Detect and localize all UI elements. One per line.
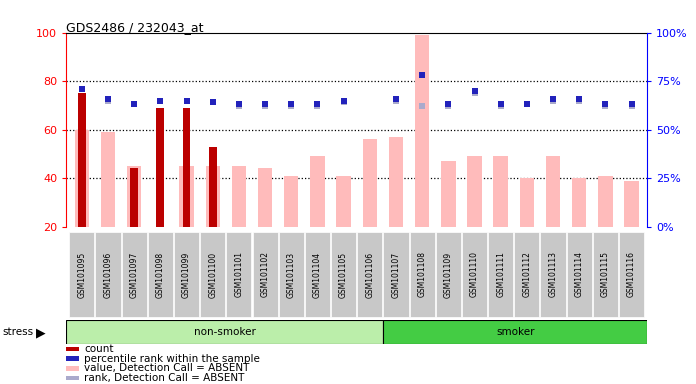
Text: GSM101099: GSM101099 [182, 252, 191, 298]
Text: GSM101109: GSM101109 [444, 252, 453, 298]
Text: non-smoker: non-smoker [193, 327, 255, 337]
FancyBboxPatch shape [148, 232, 173, 317]
Bar [520, 178, 534, 227]
FancyBboxPatch shape [436, 232, 461, 317]
FancyBboxPatch shape [383, 232, 409, 317]
Bar [74, 130, 89, 227]
FancyBboxPatch shape [409, 232, 435, 317]
FancyBboxPatch shape [619, 232, 644, 317]
Text: GSM101105: GSM101105 [339, 252, 348, 298]
Text: GSM101112: GSM101112 [523, 252, 531, 297]
Text: GSM101097: GSM101097 [129, 252, 139, 298]
FancyBboxPatch shape [70, 232, 95, 317]
Bar [127, 166, 141, 227]
Bar [209, 147, 216, 227]
Text: rank, Detection Call = ABSENT: rank, Detection Call = ABSENT [84, 373, 244, 383]
Bar [336, 175, 351, 227]
FancyBboxPatch shape [174, 232, 199, 317]
FancyBboxPatch shape [383, 320, 647, 344]
Bar [572, 178, 587, 227]
FancyBboxPatch shape [541, 232, 566, 317]
Text: stress: stress [2, 327, 33, 337]
Text: count: count [84, 344, 113, 354]
FancyBboxPatch shape [278, 232, 304, 317]
FancyBboxPatch shape [488, 232, 513, 317]
Text: GSM101098: GSM101098 [156, 252, 165, 298]
Bar [546, 156, 560, 227]
Bar [467, 156, 482, 227]
Text: GSM101114: GSM101114 [575, 252, 584, 298]
Text: ▶: ▶ [36, 326, 46, 339]
Text: GSM101106: GSM101106 [365, 252, 374, 298]
Text: GSM101104: GSM101104 [313, 252, 322, 298]
Bar [232, 166, 246, 227]
FancyBboxPatch shape [593, 232, 618, 317]
Text: GSM101095: GSM101095 [77, 252, 86, 298]
Text: GSM101102: GSM101102 [260, 252, 269, 298]
Text: percentile rank within the sample: percentile rank within the sample [84, 354, 260, 364]
FancyBboxPatch shape [95, 232, 120, 317]
Bar [389, 137, 403, 227]
Bar [130, 168, 138, 227]
Bar [624, 180, 639, 227]
Text: GSM101116: GSM101116 [627, 252, 636, 298]
Bar [598, 175, 612, 227]
Text: GSM101101: GSM101101 [235, 252, 244, 298]
Text: GSM101111: GSM101111 [496, 252, 505, 297]
Bar [182, 108, 191, 227]
FancyBboxPatch shape [514, 232, 539, 317]
Bar [284, 175, 299, 227]
Text: GSM101096: GSM101096 [104, 252, 113, 298]
Bar [258, 168, 272, 227]
FancyBboxPatch shape [200, 232, 226, 317]
Text: GSM101115: GSM101115 [601, 252, 610, 298]
FancyBboxPatch shape [305, 232, 330, 317]
FancyBboxPatch shape [462, 232, 487, 317]
FancyBboxPatch shape [122, 232, 147, 317]
Bar [157, 108, 164, 227]
Bar [415, 35, 429, 227]
Text: GSM101107: GSM101107 [391, 252, 400, 298]
Text: value, Detection Call = ABSENT: value, Detection Call = ABSENT [84, 363, 250, 373]
Text: GSM101108: GSM101108 [418, 252, 427, 298]
Bar [78, 93, 86, 227]
Bar [310, 156, 324, 227]
FancyBboxPatch shape [357, 232, 382, 317]
Text: GSM101113: GSM101113 [548, 252, 557, 298]
Text: GDS2486 / 232043_at: GDS2486 / 232043_at [66, 21, 204, 34]
Text: GSM101100: GSM101100 [208, 252, 217, 298]
FancyBboxPatch shape [331, 232, 356, 317]
Text: smoker: smoker [496, 327, 535, 337]
Bar [441, 161, 455, 227]
FancyBboxPatch shape [253, 232, 278, 317]
FancyBboxPatch shape [226, 232, 251, 317]
FancyBboxPatch shape [567, 232, 592, 317]
Bar [205, 166, 220, 227]
Text: GSM101103: GSM101103 [287, 252, 296, 298]
Bar [363, 139, 377, 227]
Bar [493, 156, 508, 227]
Bar [101, 132, 116, 227]
Bar [180, 166, 193, 227]
FancyBboxPatch shape [66, 320, 383, 344]
Text: GSM101110: GSM101110 [470, 252, 479, 298]
